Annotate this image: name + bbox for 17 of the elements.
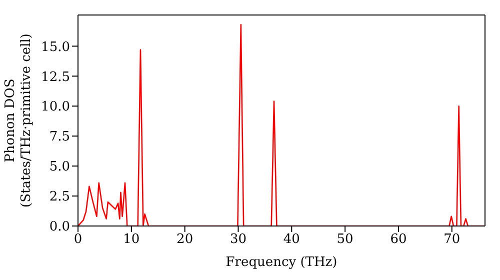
x-tick-label: 10: [123, 232, 140, 248]
x-tick-label: 0: [74, 232, 82, 248]
y-tick-label: 0.0: [49, 220, 70, 235]
y-tick-label: 12.5: [41, 70, 70, 85]
y-tick-label: 15.0: [41, 40, 70, 55]
x-tick-label: 70: [444, 232, 460, 248]
x-tick-label: 50: [336, 232, 354, 248]
x-axis-title: Frequency (THz): [226, 255, 338, 270]
y-tick-label: 10.0: [41, 100, 70, 115]
x-tick-label: 60: [390, 232, 407, 248]
y-tick-label: 7.5: [49, 130, 70, 145]
y-tick-label: 5.0: [49, 160, 70, 175]
x-tick-label: 40: [283, 232, 300, 248]
x-tick-label: 30: [230, 232, 247, 248]
x-tick-label: 20: [176, 232, 194, 248]
y-tick-label: 2.5: [49, 190, 70, 205]
y-axis-title: Phonon DOS (States/THz·primitive cell): [3, 33, 34, 208]
